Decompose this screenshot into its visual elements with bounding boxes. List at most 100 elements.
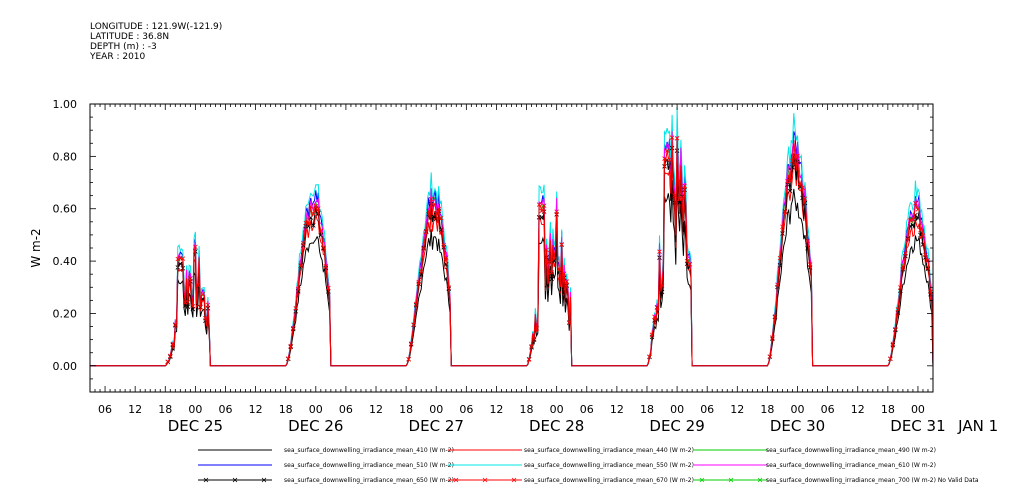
series-marker: [288, 343, 293, 349]
y-tick-label: 0.00: [53, 360, 78, 373]
series-marker: [677, 200, 682, 205]
series-marker: [195, 282, 201, 288]
x-tick-label: 00: [309, 403, 323, 416]
x-tick-label: 12: [128, 403, 142, 416]
x-tick-label: 18: [881, 403, 895, 416]
y-tick-label: 0.60: [53, 203, 78, 216]
series-marker: [566, 320, 572, 325]
legend-entry: sea_surface_downwelling_irradiance_mean_…: [694, 477, 979, 484]
series-marker: [205, 302, 211, 308]
series-marker: [664, 148, 670, 153]
x-tick-label: 00: [791, 403, 805, 416]
legend-label: sea_surface_downwelling_irradiance_mean_…: [766, 447, 936, 454]
series-marker: [805, 238, 810, 244]
series-marker: [526, 356, 532, 362]
series-marker: [443, 255, 449, 260]
series-marker: [438, 215, 444, 221]
series-marker: [775, 282, 780, 288]
x-tick-label: 06: [459, 403, 473, 416]
series-marker: [298, 263, 304, 269]
series-marker: [910, 217, 916, 222]
series-marker: [546, 259, 552, 265]
series-marker: [190, 304, 196, 309]
series-marker: [918, 227, 923, 233]
series-marker: [780, 224, 785, 230]
legend-label: sea_surface_downwelling_irradiance_mean_…: [284, 447, 454, 454]
series-marker: [175, 256, 181, 262]
legend-entry: sea_surface_downwelling_irradiance_mean_…: [694, 462, 936, 469]
series-marker: [531, 336, 537, 342]
series-marker: [549, 270, 554, 275]
series-marker: [649, 332, 655, 338]
series-marker: [659, 283, 665, 288]
series-marker: [198, 304, 203, 310]
series-marker: [687, 262, 692, 267]
legend-entry: sea_surface_downwelling_irradiance_mean_…: [448, 477, 694, 484]
x-tick-label: 06: [821, 403, 835, 416]
series-marker: [295, 287, 301, 292]
series-marker: [647, 354, 652, 359]
x-tick-label: 06: [218, 403, 232, 416]
series-marker: [188, 276, 193, 281]
legend-entry: sea_surface_downwelling_irradiance_mean_…: [448, 447, 694, 454]
legend-entry: sea_surface_downwelling_irradiance_mean_…: [694, 447, 936, 454]
legend: sea_surface_downwelling_irradiance_mean_…: [198, 447, 979, 484]
series-marker: [436, 206, 442, 212]
series-marker: [925, 257, 931, 263]
series-marker: [413, 301, 419, 307]
series-marker: [165, 359, 171, 365]
series-marker: [564, 279, 569, 284]
series-marker: [893, 326, 898, 332]
series-marker: [684, 258, 690, 264]
x-tick-label: 12: [249, 403, 263, 416]
series-marker: [300, 240, 306, 246]
legend-label: sea_surface_downwelling_irradiance_mean_…: [524, 477, 694, 484]
series-marker: [890, 341, 896, 347]
series-marker: [539, 208, 544, 214]
series-marker: [170, 341, 176, 347]
series-marker: [772, 314, 778, 319]
series-marker: [782, 209, 788, 215]
series-marker: [441, 242, 447, 248]
legend-label: sea_surface_downwelling_irradiance_mean_…: [284, 477, 454, 484]
x-tick-label: 12: [610, 403, 624, 416]
series-marker: [910, 222, 916, 228]
series-marker: [426, 208, 431, 214]
x-day-label: DEC 30: [770, 417, 825, 435]
series-marker: [915, 207, 921, 212]
series-marker: [305, 224, 311, 229]
series-marker: [544, 247, 549, 253]
x-tick-label: 18: [520, 403, 534, 416]
x-tick-label: 06: [580, 403, 594, 416]
series-marker: [185, 299, 191, 305]
series-marker: [787, 178, 793, 184]
series-marker: [203, 315, 208, 321]
series-marker: [792, 154, 798, 160]
series-marker: [928, 289, 933, 295]
x-day-label: DEC 27: [409, 417, 464, 435]
series-marker: [326, 285, 331, 291]
series-marker: [770, 335, 775, 340]
x-tick-label: 06: [98, 403, 112, 416]
series-marker: [800, 185, 805, 191]
series-marker: [406, 356, 411, 362]
series-marker: [554, 209, 559, 215]
series-marker: [667, 157, 672, 163]
series-marker: [559, 242, 564, 247]
series-marker: [652, 314, 657, 320]
series-marker: [423, 229, 429, 235]
series-marker: [536, 202, 542, 207]
legend-entry: sea_surface_downwelling_irradiance_mean_…: [198, 462, 454, 469]
series-marker: [180, 256, 186, 261]
series-marker: [323, 264, 329, 269]
series-marker: [200, 291, 206, 297]
x-tick-label: 06: [700, 403, 714, 416]
series-marker: [293, 306, 299, 311]
series-marker: [303, 220, 309, 226]
x-tick-label: 18: [640, 403, 654, 416]
x-tick-label: 00: [670, 403, 684, 416]
series-layer: [90, 107, 933, 367]
series-marker: [431, 202, 437, 208]
series-marker: [920, 233, 926, 238]
